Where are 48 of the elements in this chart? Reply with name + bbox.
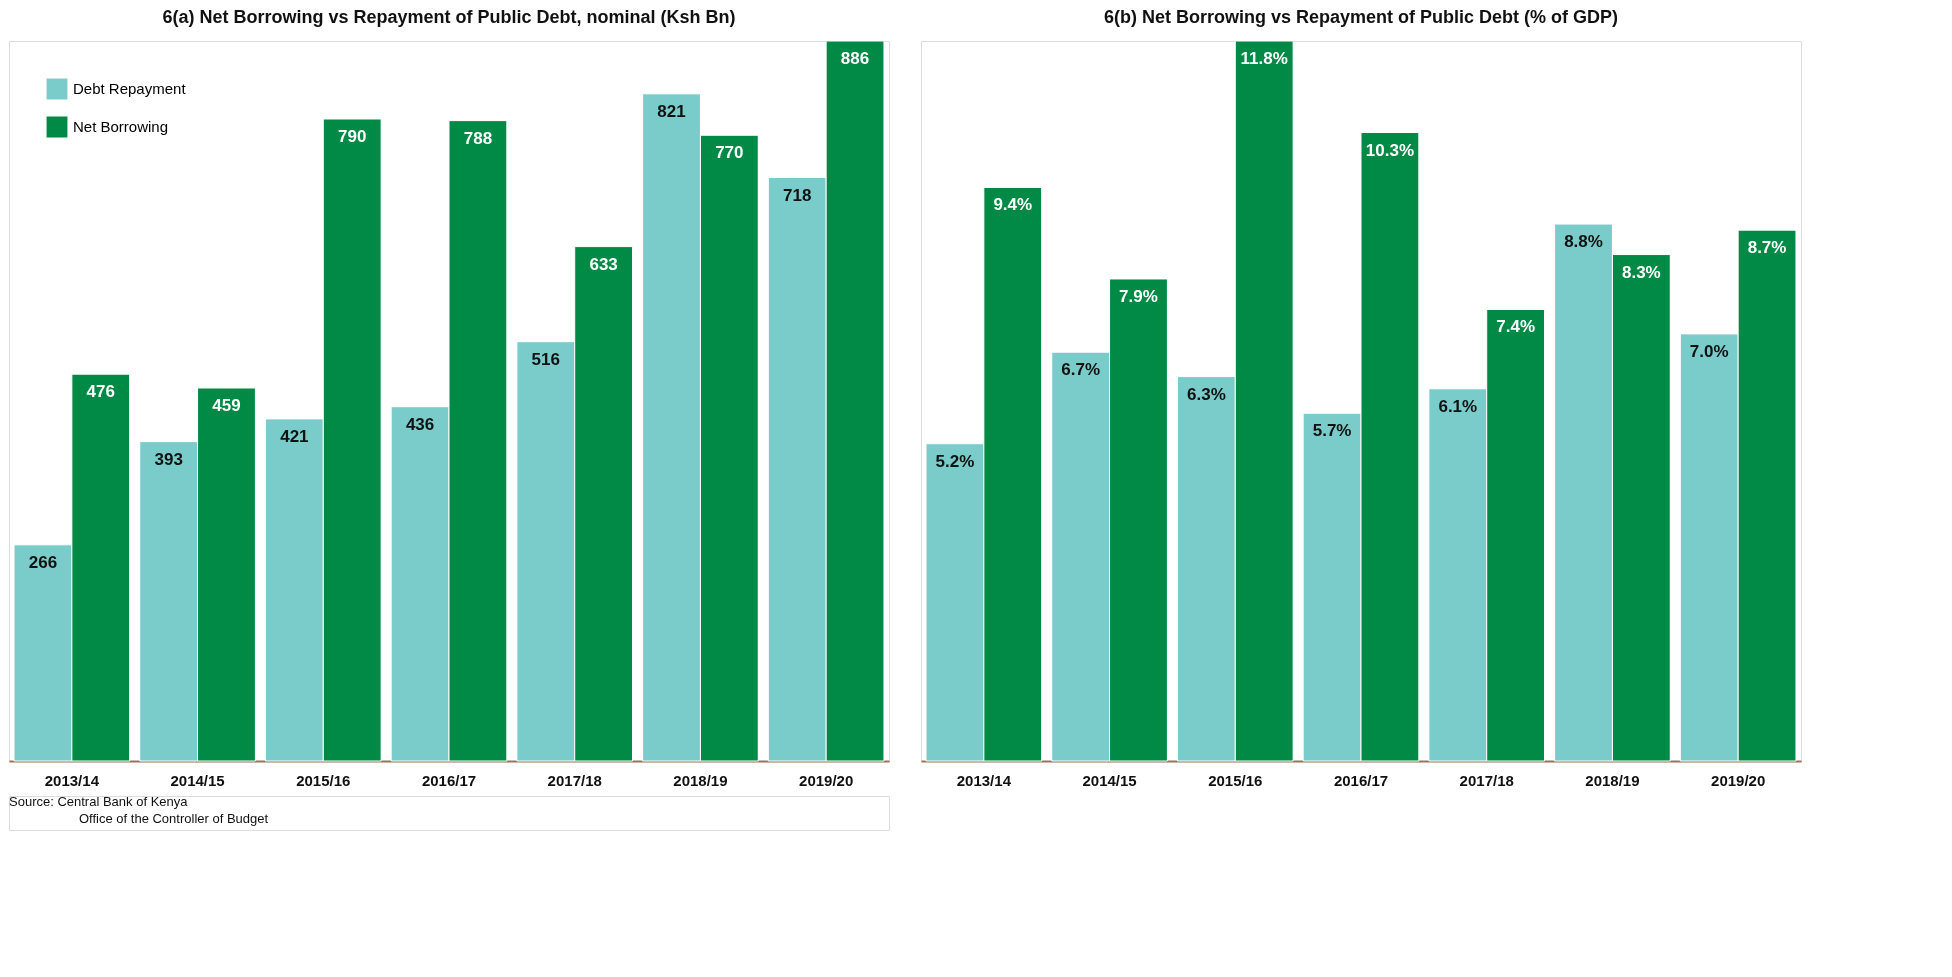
data-label: 7.0%: [1689, 341, 1729, 361]
x-tick-label: 2019/20: [799, 771, 854, 789]
data-label: 266: [28, 552, 58, 572]
data-label: 770: [715, 143, 744, 163]
x-tick-label: 2016/17: [1333, 771, 1389, 789]
data-label: 9.4%: [993, 195, 1033, 215]
data-label: 393: [154, 449, 183, 469]
data-label: 788: [463, 128, 493, 148]
data-label: 7.4%: [1496, 317, 1535, 337]
data-label: 821: [657, 101, 686, 121]
chart-title: 6(b) Net Borrowing vs Repayment of Public Debt (% of GDP): [1103, 6, 1619, 27]
data-label: 516: [531, 349, 560, 369]
source-note: Source: Central Bank of Kenya: [9, 794, 189, 809]
x-tick-label: 2014/15: [1082, 771, 1137, 789]
data-label: 5.2%: [935, 451, 975, 471]
data-label: 459: [212, 396, 241, 415]
x-tick-label: 2017/18: [547, 771, 602, 789]
x-tick-label: 2014/15: [170, 771, 225, 789]
x-tick-label: 2016/17: [421, 771, 477, 789]
x-tick-label: 2015/16: [1208, 771, 1263, 789]
data-label: 7.9%: [1119, 286, 1158, 306]
data-label: 10.3%: [1365, 140, 1415, 160]
legend-label: Net Borrowing: [73, 118, 169, 135]
data-label: 8.8%: [1564, 232, 1603, 252]
x-tick-label: 2017/18: [1459, 771, 1514, 789]
data-label: 421: [280, 426, 309, 446]
x-tick-label: 2018/19: [1585, 771, 1640, 789]
x-tick-label: 2018/19: [673, 771, 728, 789]
x-tick-label: 2013/14: [44, 771, 100, 789]
data-label: 718: [783, 185, 812, 205]
data-label: 6.3%: [1187, 384, 1226, 404]
data-label: 6.7%: [1061, 360, 1101, 380]
data-label: 476: [86, 382, 115, 402]
data-label: 8.7%: [1747, 238, 1787, 258]
legend-label: Debt Repayment: [73, 80, 187, 97]
x-tick-label: 2019/20: [1711, 771, 1766, 789]
data-label: 5.7%: [1312, 421, 1352, 441]
text: Office of the Controller of Budget: [79, 811, 269, 826]
data-label: 6.1%: [1438, 396, 1478, 416]
data-label: 790: [338, 127, 367, 147]
data-label: 8.3%: [1621, 262, 1661, 282]
x-tick-label: 2015/16: [296, 771, 351, 789]
data-label: 886: [840, 49, 870, 68]
data-label: 633: [589, 254, 618, 274]
chart-title: 6(a) Net Borrowing vs Repayment of Public Debt, nominal (Ksh Bn): [162, 6, 736, 27]
x-tick-label: 2013/14: [956, 771, 1012, 789]
data-label: 436: [405, 414, 435, 434]
data-label: 11.8%: [1240, 49, 1288, 68]
